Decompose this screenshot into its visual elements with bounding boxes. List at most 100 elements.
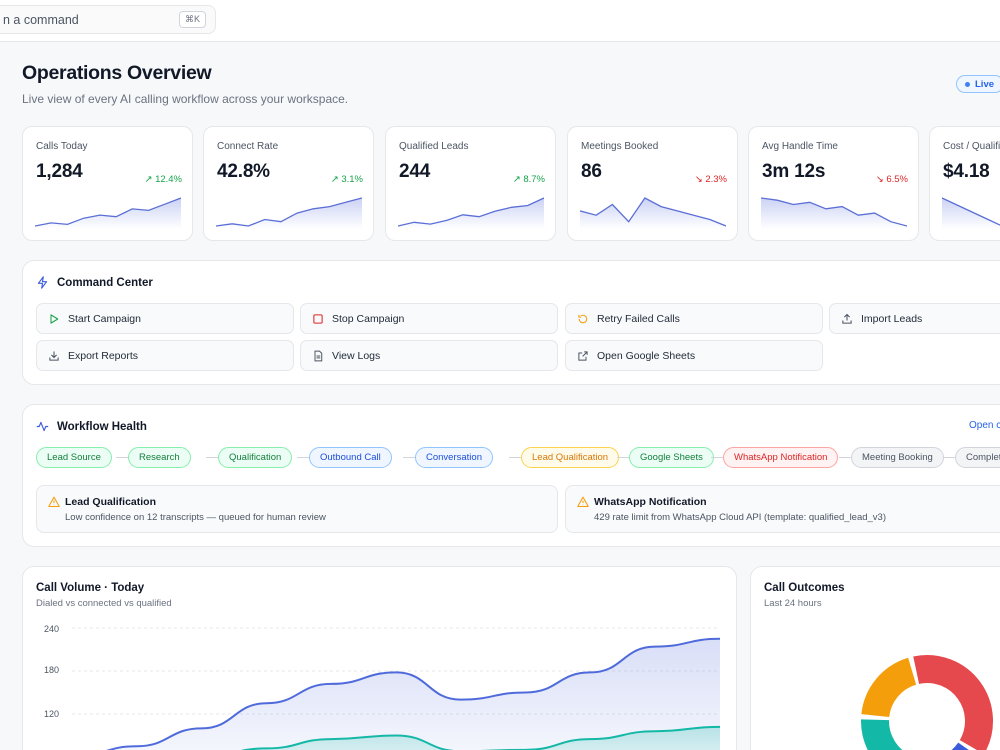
export-reports-button[interactable]: Export Reports (36, 340, 294, 371)
kpi-sparkline (580, 197, 726, 229)
import-leads-button[interactable]: Import Leads (829, 303, 1000, 334)
kpi-label: Calls Today (36, 141, 88, 152)
shortcut-hint: ⌘K (178, 11, 206, 28)
play-icon (50, 313, 59, 324)
series-area (245, 726, 720, 750)
upload-icon (842, 313, 852, 324)
workflow-stage-chip[interactable]: WhatsApp Notification (723, 447, 839, 468)
trend-down-icon: ↘ (694, 174, 703, 185)
call-volume-title: Call Volume · Today (36, 582, 145, 594)
kpi-delta: ↗ 3.1% (330, 174, 363, 185)
series-area (109, 638, 720, 750)
kpi-value: 1,284 (36, 161, 83, 182)
stage-connector (509, 457, 521, 458)
sparkline-area (35, 198, 181, 229)
kpi-delta: ↗ 12.4% (144, 174, 182, 185)
call-outcomes-subtitle: Last 24 hours (764, 598, 822, 609)
button-label: Import Leads (861, 312, 923, 325)
search-placeholder: n a command (3, 12, 79, 27)
kpi-value: $4.18 (943, 161, 990, 182)
stage-connector (943, 457, 955, 458)
workflow-stage-chip[interactable]: Meeting Booking (851, 447, 944, 468)
download-icon (49, 351, 59, 361)
kpi-card-qualified-leads[interactable]: Qualified Leads 244 ↗ 8.7% (385, 126, 556, 241)
trend-up-icon: ↗ (144, 174, 153, 185)
sparkline-line (761, 197, 907, 227)
live-badge[interactable]: Live (956, 75, 1000, 93)
series-line (106, 637, 721, 750)
trend-up-icon: ↗ (330, 174, 339, 185)
alert-message: Low confidence on 12 transcripts — queue… (65, 512, 326, 523)
kpi-delta: ↘ 2.3% (694, 174, 727, 185)
kpi-card-connect-rate[interactable]: Connect Rate 42.8% ↗ 3.1% (203, 126, 374, 241)
button-label: View Logs (332, 349, 381, 362)
kpi-label: Avg Handle Time (762, 141, 838, 152)
sparkline-line (216, 197, 362, 227)
kpi-sparkline (398, 197, 544, 229)
sparkline-area (216, 198, 362, 229)
workflow-stage-chip[interactable]: Outbound Call (309, 447, 392, 468)
workflow-stage-chip[interactable]: Research (128, 447, 191, 468)
workflow-stage-chip[interactable]: Conversation (415, 447, 493, 468)
warning-icon (577, 496, 589, 508)
kpi-label: Cost / Qualified (943, 141, 1000, 152)
stage-connector (711, 457, 723, 458)
start-campaign-button[interactable]: Start Campaign (36, 303, 294, 334)
kpi-sparkline (942, 197, 1000, 229)
page-subtitle: Live view of every AI calling workflow a… (22, 92, 349, 106)
button-label: Start Campaign (68, 312, 141, 325)
external-link-icon (578, 350, 588, 361)
button-label: Export Reports (68, 349, 139, 362)
kpi-sparkline (35, 197, 181, 229)
workflow-stage-chip[interactable]: Qualification (218, 447, 293, 468)
sparkline-area (580, 198, 726, 229)
kpi-card-calls-today[interactable]: Calls Today 1,284 ↗ 12.4% (22, 126, 193, 241)
retry-failed-calls-button[interactable]: Retry Failed Calls (565, 303, 823, 334)
alert-title: WhatsApp Notification (594, 496, 707, 508)
activity-icon (36, 421, 49, 432)
button-label: Open Google Sheets (597, 349, 696, 362)
donut-slice (861, 657, 917, 718)
kpi-card-meetings-booked[interactable]: Meetings Booked 86 ↘ 2.3% (567, 126, 738, 241)
trend-down-icon: ↘ (875, 174, 884, 185)
open-google-sheets-button[interactable]: Open Google Sheets (565, 340, 823, 371)
kpi-label: Connect Rate (217, 141, 279, 152)
retry-icon (578, 314, 588, 323)
workflow-stage-chip[interactable]: Lead Source (36, 447, 112, 468)
sparkline-area (398, 198, 544, 229)
kpi-sparkline (216, 197, 362, 229)
kpi-value: 42.8% (217, 161, 270, 182)
alert-title: Lead Qualification (65, 496, 157, 508)
call-volume-subtitle: Dialed vs connected vs qualified (36, 598, 172, 609)
top-bar: n a command ⌘K (0, 0, 1000, 42)
alert-lead-qualification[interactable]: Lead Qualification Low confidence on 12 … (36, 485, 558, 533)
kpi-card-cost-per-qualified[interactable]: Cost / Qualified $4.18 (929, 126, 1000, 241)
view-logs-button[interactable]: View Logs (300, 340, 558, 371)
kpi-sparkline (761, 197, 907, 229)
alert-message: 429 rate limit from WhatsApp Cloud API (… (594, 512, 887, 523)
button-label: Stop Campaign (332, 312, 405, 325)
alert-whatsapp-notification[interactable]: WhatsApp Notification 429 rate limit fro… (565, 485, 1000, 533)
page-title: Operations Overview (22, 62, 212, 84)
sparkline-area (761, 198, 907, 229)
command-center-title: Command Center (36, 276, 153, 289)
kpi-delta: ↘ 6.5% (875, 174, 908, 185)
y-tick-label: 120 (44, 709, 60, 719)
button-label: Retry Failed Calls (597, 312, 680, 325)
open-canvas-link[interactable]: Open canvas (969, 420, 1000, 431)
live-dot-icon (965, 81, 970, 87)
series-line (240, 725, 721, 750)
workflow-stage-chip[interactable]: Complete (955, 447, 1000, 468)
stop-campaign-button[interactable]: Stop Campaign (300, 303, 558, 334)
workflow-stage-chip[interactable]: Lead Qualification (521, 447, 620, 468)
command-search-input[interactable]: n a command ⌘K (0, 5, 216, 34)
stage-connector (403, 457, 415, 458)
live-label: Live (975, 78, 995, 90)
workflow-stage-chip[interactable]: Google Sheets (629, 447, 714, 468)
stop-icon (313, 313, 323, 324)
y-tick-label: 240 (44, 624, 60, 634)
workflow-health-title: Workflow Health (36, 420, 147, 433)
kpi-card-avg-handle-time[interactable]: Avg Handle Time 3m 12s ↘ 6.5% (748, 126, 919, 241)
sparkline-line (35, 197, 181, 227)
kpi-delta: ↗ 8.7% (512, 174, 545, 185)
